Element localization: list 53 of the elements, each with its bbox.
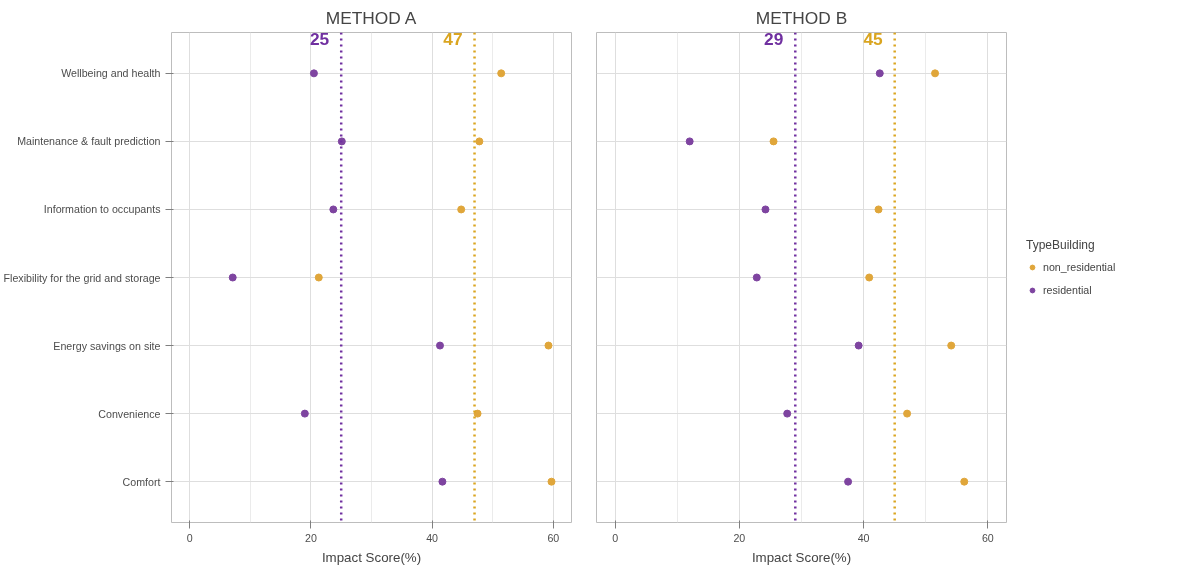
y-tick-label: Maintenance & fault prediction xyxy=(17,135,161,148)
point xyxy=(228,273,237,282)
chart-title: METHOD A xyxy=(325,7,417,28)
ref-line-label: 45 xyxy=(863,29,884,50)
ref-line-label: 25 xyxy=(309,29,330,50)
point xyxy=(854,341,863,350)
legend-label: residential xyxy=(1043,283,1092,296)
ref-line-label: 47 xyxy=(443,29,463,50)
point xyxy=(497,69,506,78)
x-tick-label: 0 xyxy=(612,531,619,544)
point xyxy=(769,137,778,146)
y-tick-label: Energy savings on site xyxy=(53,339,161,352)
point xyxy=(329,205,338,214)
x-tick-label: 20 xyxy=(304,531,317,544)
legend-title: TypeBuilding xyxy=(1026,237,1096,252)
point xyxy=(309,69,318,78)
x-tick-label: 20 xyxy=(733,531,746,544)
x-axis-title: Impact Score(%) xyxy=(321,549,422,565)
y-tick-label: Comfort xyxy=(122,475,161,488)
point xyxy=(844,477,853,486)
legend-label: non_residential xyxy=(1043,260,1116,273)
point xyxy=(544,341,553,350)
point xyxy=(457,205,466,214)
point xyxy=(752,273,761,282)
point xyxy=(438,477,447,486)
x-tick-label: 0 xyxy=(186,531,193,544)
chart-title: METHOD B xyxy=(755,7,848,28)
point xyxy=(874,205,883,214)
point xyxy=(931,69,940,78)
point xyxy=(300,409,309,418)
point xyxy=(473,409,482,418)
point xyxy=(314,273,323,282)
point xyxy=(475,137,484,146)
x-tick-label: 40 xyxy=(426,531,439,544)
y-tick-label: Flexibility for the grid and storage xyxy=(3,271,161,284)
x-tick-label: 60 xyxy=(981,531,994,544)
point xyxy=(903,409,912,418)
x-axis-title: Impact Score(%) xyxy=(751,549,852,565)
ref-line-label: 29 xyxy=(764,29,784,50)
point xyxy=(435,341,444,350)
point xyxy=(685,137,694,146)
point xyxy=(960,477,969,486)
point xyxy=(875,69,884,78)
point xyxy=(547,477,556,486)
y-tick-label: Information to occupants xyxy=(43,203,161,216)
point xyxy=(783,409,792,418)
y-tick-label: Wellbeing and health xyxy=(61,67,161,80)
x-tick-label: 40 xyxy=(857,531,870,544)
point xyxy=(761,205,770,214)
x-tick-label: 60 xyxy=(547,531,560,544)
point xyxy=(865,273,874,282)
y-tick-label: Convenience xyxy=(98,407,161,420)
point xyxy=(947,341,956,350)
